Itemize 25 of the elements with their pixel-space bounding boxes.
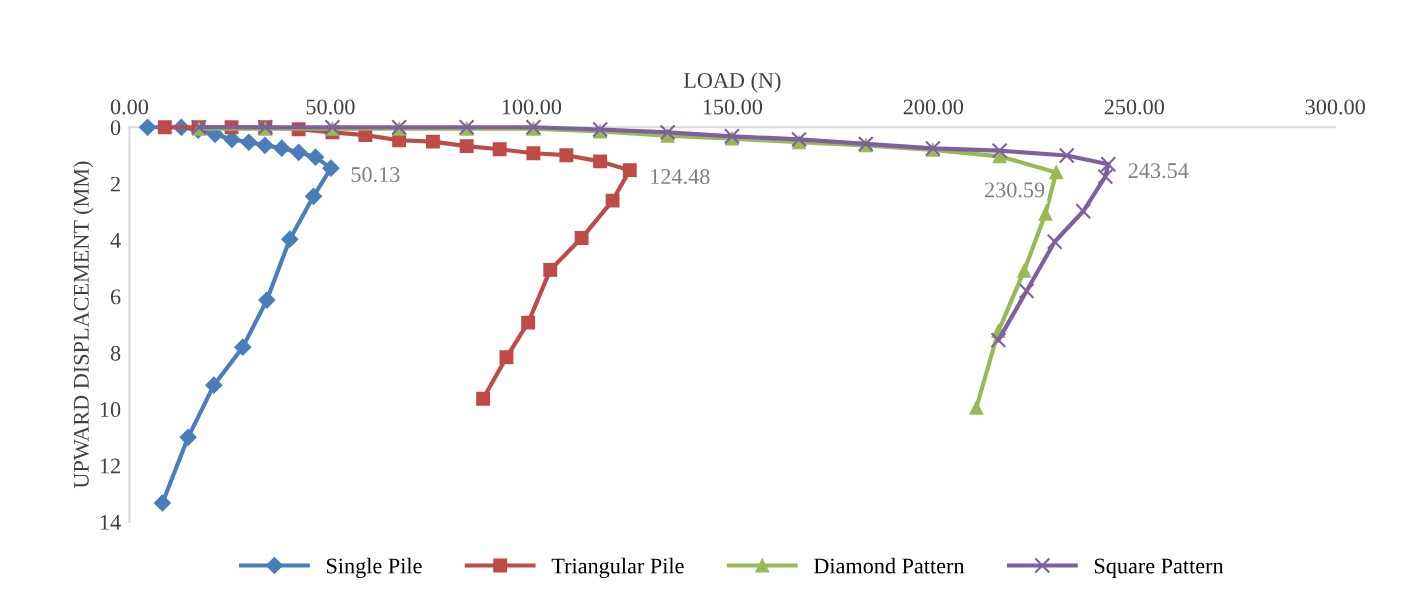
- x-axis-title: LOAD (N): [683, 72, 781, 93]
- annotation: 230.59: [985, 182, 1045, 198]
- annotation: 124.48: [651, 169, 710, 185]
- annotation: 50.13: [351, 167, 400, 183]
- x-tick-label: 0.00: [110, 99, 149, 115]
- x-tick-label: 300.00: [1305, 99, 1365, 115]
- x-tick-label: 200.00: [903, 99, 964, 115]
- x-tick-label: 100.00: [502, 99, 562, 115]
- y-tick-label: 12: [100, 458, 120, 474]
- legend-label: Single Pile: [326, 557, 422, 579]
- legend-label: Triangular Pile: [551, 557, 684, 579]
- x-tick-label: 150.00: [703, 99, 763, 115]
- x-tick-label: 50.00: [306, 99, 355, 115]
- y-tick-label: 4: [110, 233, 121, 248]
- x-tick-label: 250.00: [1104, 99, 1164, 115]
- annotation: 243.54: [1128, 163, 1189, 179]
- y-axis-title: UPWARD DISPLACEMENT (MM): [73, 161, 94, 489]
- legend-label: Diamond Pattern: [813, 557, 965, 574]
- y-tick-label: 2: [110, 176, 120, 192]
- y-tick-label: 10: [100, 402, 121, 418]
- y-tick-label: 8: [110, 345, 121, 361]
- y-tick-label: 6: [110, 289, 121, 305]
- y-tick-label: 0: [110, 120, 121, 136]
- legend-label: Square Pattern: [1094, 558, 1224, 578]
- y-tick-label: 14: [100, 514, 121, 530]
